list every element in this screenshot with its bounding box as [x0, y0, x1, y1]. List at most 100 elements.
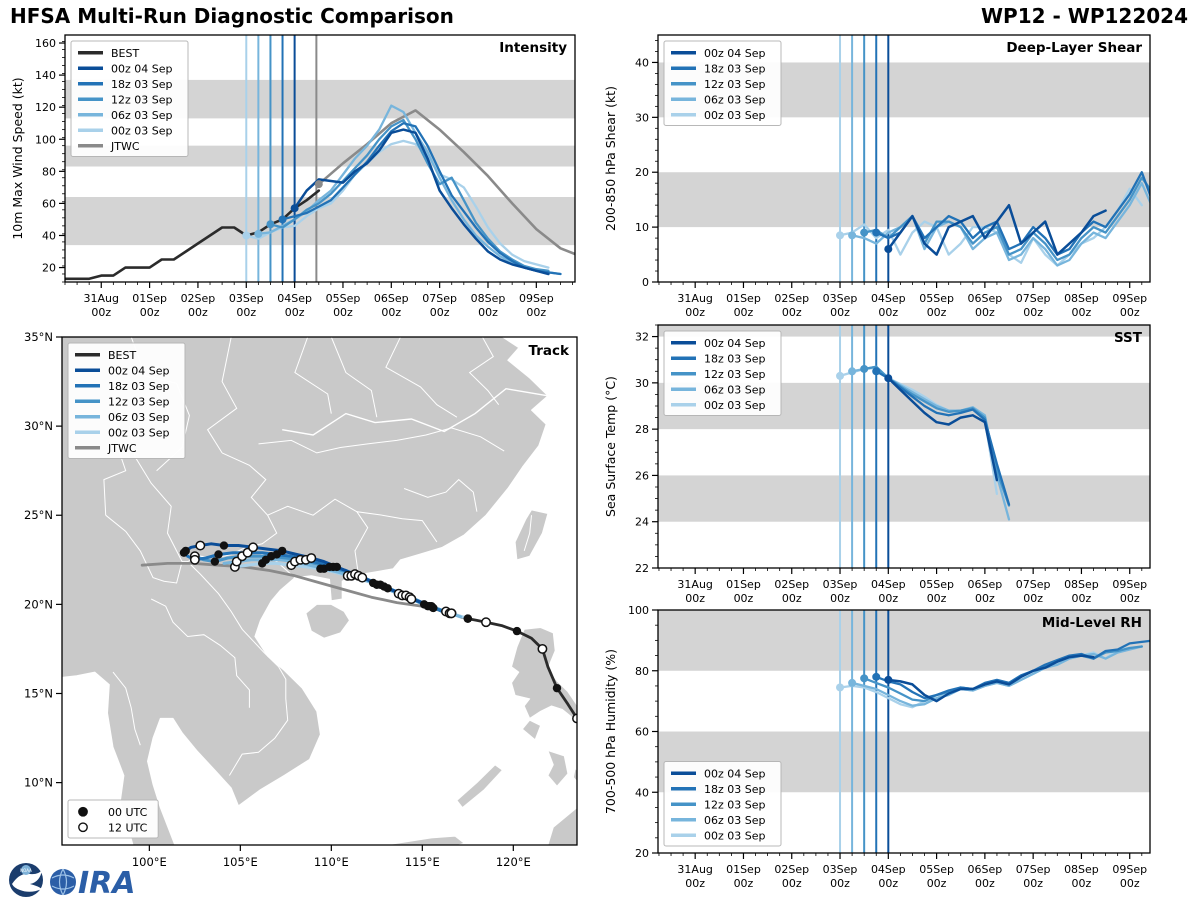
x-tick-label: 00z — [188, 306, 208, 319]
legend-label: 18z 03 Sep — [704, 352, 766, 365]
init-dot — [278, 215, 287, 224]
init-dot — [872, 228, 881, 237]
noaa-logo: NOAA — [9, 863, 43, 897]
legend-box — [663, 40, 782, 126]
cira-logo: IRA — [50, 866, 135, 900]
x-tick-label: 00z — [1072, 592, 1092, 605]
panel-title: SST — [1114, 330, 1143, 346]
x-tick-label: 00z — [333, 306, 353, 319]
x-tick-label: 03Sep — [823, 292, 858, 305]
legend-label: 18z 03 Sep — [704, 783, 766, 796]
x-tick-label: 08Sep — [471, 292, 506, 305]
position-marker-00utc — [277, 546, 287, 556]
y-tick-label: 22 — [635, 562, 649, 575]
init-dot — [884, 374, 893, 383]
x-tick-label: 00z — [830, 306, 850, 319]
landmass — [62, 337, 549, 845]
x-tick-label: 00z — [430, 306, 450, 319]
lon-tick-label: 120°E — [496, 855, 531, 869]
x-tick-label: 02Sep — [774, 292, 809, 305]
x-tick-label: 00z — [734, 592, 754, 605]
x-tick-label: 01Sep — [726, 863, 761, 876]
init-dot — [266, 220, 275, 229]
legend-label: 06z 03 Sep — [704, 383, 766, 396]
legend-label: 00z 03 Sep — [704, 399, 766, 412]
init-dot — [860, 228, 869, 237]
init-dot — [836, 371, 845, 380]
x-tick-label: 03Sep — [823, 863, 858, 876]
x-tick-label: 07Sep — [422, 292, 457, 305]
lat-tick-label: 10°N — [24, 776, 53, 790]
x-tick-label: 09Sep — [519, 292, 554, 305]
panel-frame — [657, 324, 1151, 569]
legend-box — [663, 761, 782, 847]
x-tick-label: 00z — [734, 306, 754, 319]
panel-frame — [61, 336, 578, 846]
x-tick-label: 00z — [1072, 306, 1092, 319]
x-tick-label: 00z — [975, 592, 995, 605]
legend-label: BEST — [111, 47, 139, 60]
init-dot — [848, 367, 857, 376]
y-tick-label: 20 — [635, 166, 649, 179]
x-tick-label: 07Sep — [1016, 863, 1051, 876]
landmass — [547, 807, 577, 845]
y-tick-label: 140 — [35, 69, 56, 82]
lon-tick-label: 115°E — [405, 855, 440, 869]
legend-marker-filled — [78, 806, 88, 817]
x-tick-label: 00z — [927, 877, 947, 890]
position-marker-12utc — [481, 617, 491, 628]
legend-marker-open — [78, 822, 88, 833]
x-tick-label: 01Sep — [132, 292, 167, 305]
x-tick-label: 05Sep — [919, 863, 954, 876]
x-tick-label: 04Sep — [871, 863, 906, 876]
category-band — [65, 196, 575, 246]
y-axis-label: 200-850 hPa Shear (kt) — [603, 86, 618, 231]
legend-label: 12z 03 Sep — [108, 395, 170, 408]
landmass — [511, 627, 577, 720]
x-tick-label: 01Sep — [726, 292, 761, 305]
x-tick-label: 00z — [782, 306, 802, 319]
x-tick-label: 05Sep — [919, 578, 954, 591]
y-axis-label: 10m Max Wind Speed (kt) — [10, 77, 25, 239]
init-dot — [848, 678, 857, 687]
init-dot — [884, 675, 893, 684]
storm-id: WP12 - WP122024 — [981, 4, 1188, 28]
position-marker-00utc — [214, 550, 223, 559]
x-tick-label: 00z — [1072, 877, 1092, 890]
legend-label: 00z 04 Sep — [704, 767, 766, 780]
x-tick-label: 04Sep — [871, 292, 906, 305]
track-jtwc — [140, 562, 424, 608]
position-marker-12utc — [537, 643, 548, 654]
y-tick-label: 26 — [635, 469, 649, 482]
admin-border — [258, 427, 505, 454]
panel-title: Intensity — [499, 40, 567, 56]
category-band — [65, 145, 575, 167]
x-tick-label: 00z — [381, 306, 401, 319]
legend-label: 06z 03 Sep — [704, 814, 766, 827]
series-18z-03-sep — [875, 639, 1150, 700]
panel-frame — [64, 34, 576, 283]
y-tick-label: 32 — [635, 331, 649, 344]
panel-title: Deep-Layer Shear — [1006, 40, 1142, 56]
admin-border — [468, 337, 500, 406]
admin-border — [294, 337, 332, 414]
x-tick-label: 00z — [285, 306, 305, 319]
panel-intensity: 31Aug00z01Sep00z02Sep00z03Sep00z04Sep00z… — [10, 34, 576, 319]
footer-logos: NOAA IRA — [9, 863, 135, 900]
legend-box — [663, 330, 782, 416]
admin-border — [105, 514, 188, 584]
init-dot — [254, 229, 263, 238]
x-tick-label: 02Sep — [181, 292, 216, 305]
position-marker-12utc — [195, 540, 206, 551]
y-tick-label: 30 — [635, 377, 649, 390]
x-tick-label: 00z — [236, 306, 256, 319]
x-tick-label: 07Sep — [1016, 292, 1051, 305]
init-dot — [290, 204, 299, 213]
x-tick-label: 00z — [927, 306, 947, 319]
position-marker-00utc — [552, 683, 562, 693]
init-dot — [872, 672, 881, 681]
init-dot — [836, 231, 845, 240]
x-tick-label: 08Sep — [1064, 863, 1099, 876]
x-tick-label: 00z — [878, 592, 898, 605]
x-tick-label: 09Sep — [1112, 863, 1147, 876]
